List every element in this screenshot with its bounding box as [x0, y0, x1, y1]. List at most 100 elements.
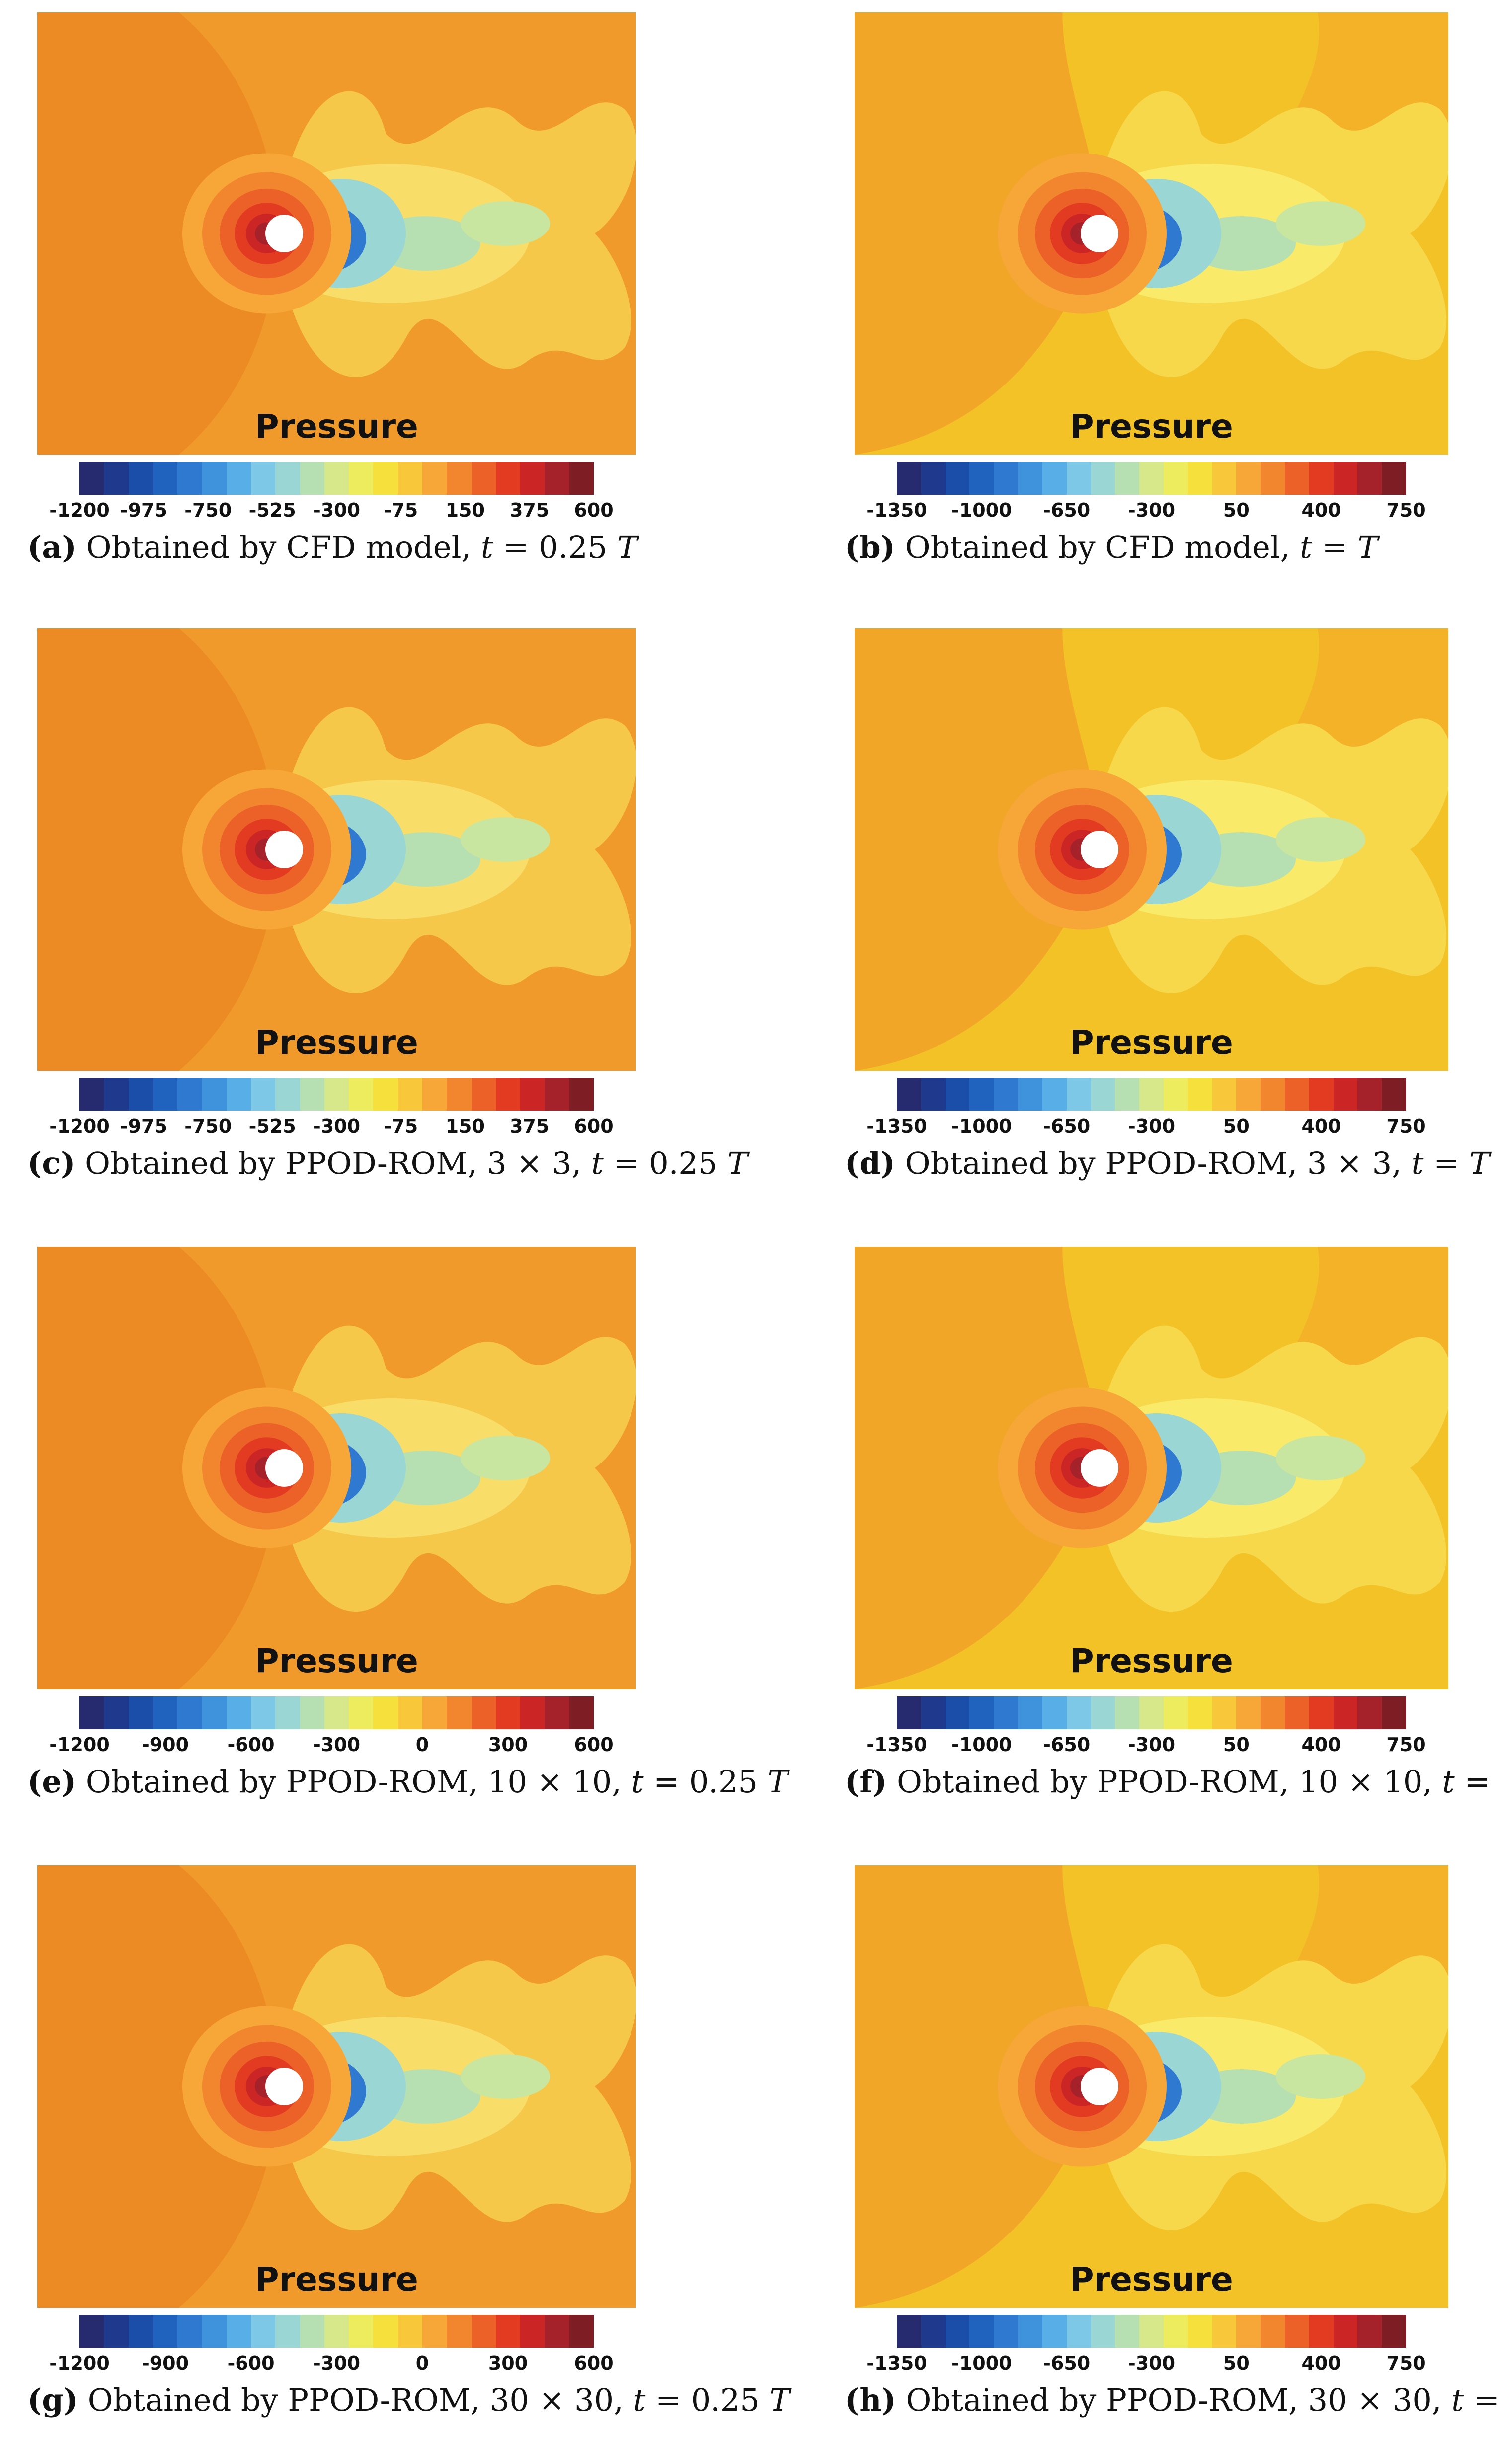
- pressure-field-plot: [37, 628, 636, 1071]
- colorbar-swatch: [128, 1078, 153, 1111]
- colorbar-swatch: [1382, 462, 1407, 495]
- colorbar-ticks: -1200 -900 -600 -300 0 300 600: [49, 2352, 613, 2377]
- colorbar-swatch: [1091, 1696, 1115, 1729]
- colorbar-tick-label: -1200: [49, 499, 110, 521]
- caption-time-variable: t: [1411, 1145, 1424, 1181]
- caption-time-value: =: [1312, 529, 1358, 565]
- colorbar-swatch: [969, 462, 994, 495]
- colorbar-swatch: [471, 2315, 496, 2348]
- colorbar-swatch: [520, 2315, 545, 2348]
- colorbar-swatch: [1309, 2315, 1334, 2348]
- colorbar-swatch: [300, 1696, 324, 1729]
- colorbar-swatch: [1187, 462, 1212, 495]
- colorbar-swatch: [300, 2315, 324, 2348]
- colorbar-swatch: [569, 1078, 594, 1111]
- panel-caption: (a) Obtained by CFD model, t = 0.25 T: [27, 529, 637, 565]
- colorbar-tick-label: -900: [141, 2352, 189, 2374]
- field-title: Pressure: [1070, 2260, 1233, 2299]
- colorbar-swatch: [1042, 1696, 1067, 1729]
- colorbar-swatch: [1382, 2315, 1407, 2348]
- colorbar-swatch: [545, 1078, 569, 1111]
- vortex-shed-2: [461, 817, 550, 862]
- colorbar-tick-label: 150: [445, 1115, 485, 1137]
- colorbar-swatch: [349, 462, 374, 495]
- cylinder: [265, 2068, 303, 2105]
- colorbar-ticks: -1350 -1000 -650 -300 50 400 750: [867, 1115, 1425, 1140]
- colorbar-tick-label: -650: [1043, 2352, 1091, 2374]
- colorbar-swatch: [1212, 462, 1237, 495]
- colorbar-ticks: -1350 -1000 -650 -300 50 400 750: [867, 499, 1425, 524]
- upstream-pressure-region: [855, 1865, 1101, 2308]
- cylinder: [265, 1449, 303, 1487]
- colorbar-swatch: [349, 2315, 374, 2348]
- colorbar-swatch: [447, 462, 472, 495]
- colorbar-swatch: [250, 1078, 276, 1111]
- colorbar-swatch: [202, 1696, 227, 1729]
- colorbar: [79, 1696, 594, 1729]
- panel-caption: (h) Obtained by PPOD-ROM, 30 × 30, t = T: [845, 2382, 1498, 2418]
- colorbar-swatch: [994, 2315, 1019, 2348]
- colorbar-swatch: [153, 1696, 178, 1729]
- colorbar-swatch: [422, 2315, 447, 2348]
- caption-period-symbol: T: [769, 2382, 790, 2418]
- caption-time-value: =: [1473, 2382, 1498, 2418]
- colorbar-swatch: [994, 1078, 1019, 1111]
- colorbar-tick-label: 150: [445, 499, 485, 521]
- colorbar-tick-label: 750: [1386, 2352, 1426, 2374]
- colorbar-tick-label: -975: [120, 1115, 167, 1137]
- colorbar-tick-label: 600: [574, 1115, 614, 1137]
- panel-h: Pressure -1350 -1000 -650 -300 50 400 750 (h) Ob…: [845, 1865, 1498, 2427]
- colorbar-swatch: [202, 2315, 227, 2348]
- colorbar-swatch: [1115, 462, 1140, 495]
- colorbar-tick-label: -1200: [49, 1734, 110, 1756]
- caption-period-symbol: T: [727, 1145, 748, 1181]
- caption-time-value: =: [1454, 1764, 1498, 1800]
- colorbar-swatch: [226, 1696, 251, 1729]
- colorbar-ticks: -1200 -900 -600 -300 0 300 600: [49, 1734, 613, 1759]
- colorbar-swatch: [275, 2315, 300, 2348]
- colorbar-swatch: [202, 462, 227, 495]
- colorbar-swatch: [1357, 1696, 1382, 1729]
- colorbar-swatch: [1115, 2315, 1140, 2348]
- colorbar-tick-label: 600: [574, 499, 614, 521]
- colorbar-swatch: [447, 1078, 472, 1111]
- colorbar-tick-label: 0: [415, 2352, 429, 2374]
- colorbar-swatch: [969, 1696, 994, 1729]
- colorbar-tick-label: -75: [384, 499, 418, 521]
- colorbar-swatch: [945, 462, 970, 495]
- colorbar-swatch: [128, 2315, 153, 2348]
- colorbar-swatch: [250, 462, 276, 495]
- caption-period-symbol: T: [617, 529, 638, 565]
- colorbar-swatch: [104, 462, 129, 495]
- colorbar-swatch: [128, 1696, 153, 1729]
- colorbar-tick-label: -975: [120, 499, 167, 521]
- panel-label: (e): [27, 1764, 77, 1800]
- pressure-field-plot: [37, 1865, 636, 2308]
- colorbar-tick-label: 375: [509, 1115, 550, 1137]
- caption-period-symbol: T: [767, 1764, 788, 1800]
- colorbar-swatch: [1187, 1078, 1212, 1111]
- colorbar-swatch: [1187, 2315, 1212, 2348]
- colorbar: [897, 1078, 1407, 1111]
- caption-period-symbol: T: [1357, 529, 1378, 565]
- colorbar-tick-label: -650: [1043, 499, 1091, 521]
- panel-label: (f): [845, 1764, 887, 1800]
- caption-period-symbol: T: [1469, 1145, 1490, 1181]
- pressure-contour-field: Pressure: [855, 1865, 1448, 2308]
- colorbar-swatch: [177, 2315, 202, 2348]
- colorbar-swatch: [569, 2315, 594, 2348]
- colorbar-swatch: [447, 1696, 472, 1729]
- panel-label: (d): [845, 1145, 896, 1181]
- colorbar-swatch: [422, 1078, 447, 1111]
- caption-time-value: = 0.25: [493, 529, 617, 565]
- colorbar-tick-label: 50: [1223, 1115, 1250, 1137]
- field-title: Pressure: [1070, 1023, 1233, 1062]
- field-title: Pressure: [255, 407, 418, 446]
- colorbar-swatch: [177, 1078, 202, 1111]
- colorbar-tick-label: 300: [488, 2352, 528, 2374]
- field-title: Pressure: [255, 2260, 418, 2299]
- colorbar: [897, 1696, 1407, 1729]
- colorbar-swatch: [471, 1078, 496, 1111]
- caption-time-value: = 0.25: [603, 1145, 728, 1181]
- colorbar-swatch: [545, 1696, 569, 1729]
